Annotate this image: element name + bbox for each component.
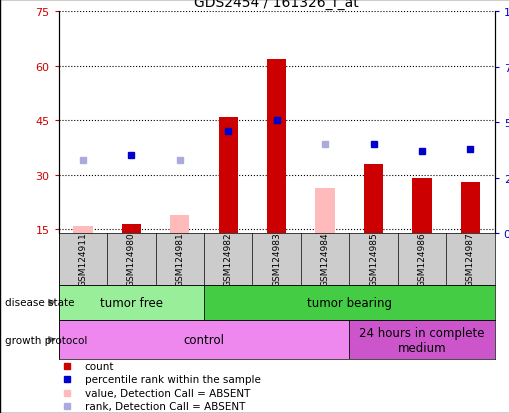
Text: rank, Detection Call = ABSENT: rank, Detection Call = ABSENT xyxy=(84,401,245,411)
Text: growth protocol: growth protocol xyxy=(5,335,88,345)
Bar xyxy=(349,320,494,359)
Text: disease state: disease state xyxy=(5,297,74,308)
Bar xyxy=(170,215,189,233)
Bar xyxy=(59,320,349,359)
Text: tumor free: tumor free xyxy=(100,296,162,309)
Bar xyxy=(218,117,237,233)
Bar xyxy=(363,164,383,233)
Text: GSM124987: GSM124987 xyxy=(465,232,474,287)
Bar xyxy=(460,183,479,233)
Bar xyxy=(122,224,140,233)
Title: GDS2454 / 161326_f_at: GDS2454 / 161326_f_at xyxy=(194,0,358,10)
Text: GSM124980: GSM124980 xyxy=(127,232,135,287)
Text: tumor bearing: tumor bearing xyxy=(306,296,391,309)
Bar xyxy=(73,226,93,233)
Text: GSM124981: GSM124981 xyxy=(175,232,184,287)
Text: 24 hours in complete
medium: 24 hours in complete medium xyxy=(358,326,484,354)
Text: GSM124983: GSM124983 xyxy=(272,232,280,287)
Text: GSM124982: GSM124982 xyxy=(223,232,232,286)
Text: count: count xyxy=(84,361,114,371)
Text: percentile rank within the sample: percentile rank within the sample xyxy=(84,375,260,385)
Bar xyxy=(315,188,334,233)
Text: GSM124986: GSM124986 xyxy=(417,232,426,287)
Bar xyxy=(267,59,286,233)
Bar xyxy=(412,179,431,233)
Bar xyxy=(59,285,204,320)
Text: GSM124911: GSM124911 xyxy=(78,232,87,287)
Text: GSM124985: GSM124985 xyxy=(369,232,377,287)
Bar xyxy=(204,285,494,320)
Text: control: control xyxy=(183,333,224,346)
Text: GSM124984: GSM124984 xyxy=(320,232,329,286)
Text: value, Detection Call = ABSENT: value, Detection Call = ABSENT xyxy=(84,388,250,398)
